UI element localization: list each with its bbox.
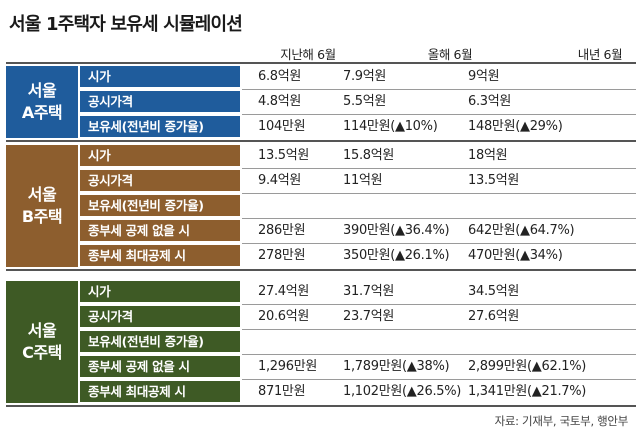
row-divider bbox=[242, 329, 636, 330]
group-label-line2: A주택 bbox=[21, 103, 63, 122]
row-divider bbox=[242, 168, 636, 169]
row-divider bbox=[242, 218, 636, 219]
value-cell-this-year: 390만원(▲36.4%) bbox=[343, 223, 450, 238]
row-divider bbox=[242, 379, 636, 380]
row-divider bbox=[242, 193, 636, 194]
group-label-line2: B주택 bbox=[21, 207, 63, 226]
row-divider bbox=[242, 114, 636, 115]
value-cell-next-year: 18억원 bbox=[468, 148, 508, 163]
value-cell-next-year: 6.3억원 bbox=[468, 94, 512, 109]
column-header-this-year: 올해 6월 bbox=[427, 47, 473, 62]
row-label: 종부세 공제 없을 시 bbox=[80, 356, 240, 377]
row-label: 시가 bbox=[80, 281, 240, 302]
row-divider bbox=[242, 89, 636, 90]
value-cell-this-year: 11억원 bbox=[343, 173, 383, 188]
row-divider bbox=[242, 304, 636, 305]
value-cell-next-year: 13.5억원 bbox=[468, 173, 520, 188]
value-cell-this-year: 1,789만원(▲38%) bbox=[343, 359, 450, 374]
row-divider bbox=[242, 354, 636, 355]
row-label: 공시가격 bbox=[80, 170, 240, 191]
group-label-line2: C주택 bbox=[22, 343, 62, 362]
row-label: 공시가격 bbox=[80, 91, 240, 112]
page-title: 서울 1주택자 보유세 시뮬레이션 bbox=[9, 14, 243, 35]
row-label: 시가 bbox=[80, 66, 240, 87]
value-cell-this-year: 15.8억원 bbox=[343, 148, 395, 163]
row-label: 종부세 최대공제 시 bbox=[80, 381, 240, 402]
row-divider bbox=[242, 243, 636, 244]
column-header-next-year: 내년 6월 bbox=[577, 47, 623, 62]
value-cell-next-year: 34.5억원 bbox=[468, 284, 520, 299]
value-cell-last-year: 13.5억원 bbox=[258, 148, 310, 163]
group-divider bbox=[6, 269, 636, 271]
value-cell-last-year: 20.6억원 bbox=[258, 309, 310, 324]
value-cell-next-year: 470만원(▲34%) bbox=[468, 248, 563, 263]
row-label: 종부세 공제 없을 시 bbox=[80, 220, 240, 241]
value-cell-this-year: 350만원(▲26.1%) bbox=[343, 248, 450, 263]
source-note: 자료: 기재부, 국토부, 행안부 bbox=[494, 414, 629, 428]
value-cell-last-year: 1,296만원 bbox=[258, 359, 318, 374]
value-cell-last-year: 871만원 bbox=[258, 384, 306, 399]
value-cell-last-year: 27.4억원 bbox=[258, 284, 310, 299]
group-label-b: 서울 B주택 bbox=[6, 145, 78, 267]
value-cell-next-year: 642만원(▲64.7%) bbox=[468, 223, 575, 238]
row-label: 종부세 최대공제 시 bbox=[80, 245, 240, 266]
value-cell-last-year: 286만원 bbox=[258, 223, 306, 238]
header-rule bbox=[6, 62, 636, 64]
row-label: 공시가격 bbox=[80, 306, 240, 327]
row-label: 보유세(전년비 증가율) bbox=[80, 195, 240, 216]
value-cell-next-year: 2,899만원(▲62.1%) bbox=[468, 359, 587, 374]
column-header-last-year: 지난해 6월 bbox=[280, 47, 336, 62]
value-cell-this-year: 114만원(▲10%) bbox=[343, 119, 438, 134]
value-cell-this-year: 5.5억원 bbox=[343, 94, 387, 109]
value-cell-this-year: 31.7억원 bbox=[343, 284, 395, 299]
value-cell-next-year: 1,341만원(▲21.7%) bbox=[468, 384, 587, 399]
value-cell-next-year: 27.6억원 bbox=[468, 309, 520, 324]
value-cell-last-year: 104만원 bbox=[258, 119, 306, 134]
value-cell-last-year: 278만원 bbox=[258, 248, 306, 263]
value-cell-this-year: 1,102만원(▲26.5%) bbox=[343, 384, 462, 399]
value-cell-next-year: 148만원(▲29%) bbox=[468, 119, 563, 134]
row-label: 보유세(전년비 증가율) bbox=[80, 331, 240, 352]
group-label-line1: 서울 bbox=[27, 321, 57, 340]
group-label-line1: 서울 bbox=[27, 185, 57, 204]
row-label: 보유세(전년비 증가율) bbox=[80, 116, 240, 137]
group-label-a: 서울 A주택 bbox=[6, 66, 78, 138]
value-cell-next-year: 9억원 bbox=[468, 69, 500, 84]
group-divider bbox=[6, 405, 636, 407]
group-label-line1: 서울 bbox=[27, 81, 57, 100]
value-cell-last-year: 9.4억원 bbox=[258, 173, 302, 188]
value-cell-this-year: 7.9억원 bbox=[343, 69, 387, 84]
row-label: 시가 bbox=[80, 145, 240, 166]
group-label-c: 서울 C주택 bbox=[6, 281, 78, 403]
value-cell-last-year: 6.8억원 bbox=[258, 69, 302, 84]
value-cell-last-year: 4.8억원 bbox=[258, 94, 302, 109]
group-divider bbox=[6, 140, 636, 142]
value-cell-this-year: 23.7억원 bbox=[343, 309, 395, 324]
